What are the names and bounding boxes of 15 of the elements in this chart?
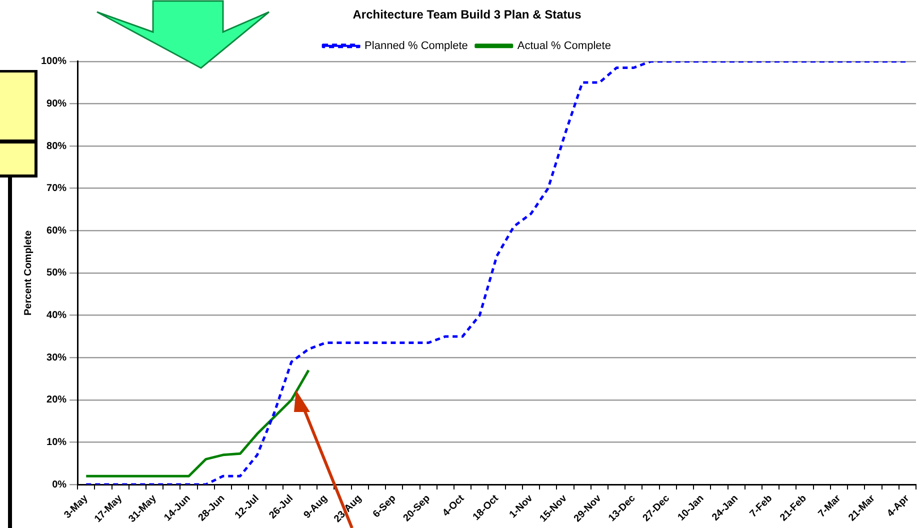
y-tick-label: 40% [46,310,67,322]
y-tick-label: 0% [52,479,67,490]
legend-label: Actual % Complete [517,40,611,52]
chart-title: Architecture Team Build 3 Plan & Status [352,8,582,22]
y-tick-label: 80% [46,140,67,152]
y-tick-label: 50% [46,268,67,279]
legend-label: Planned % Complete [364,40,468,52]
y-tick-label: 60% [46,225,67,236]
y-tick-label: 70% [46,183,67,194]
y-tick-label: 10% [46,436,67,448]
y-axis-title: Percent Complete [22,230,34,316]
y-tick-label: 30% [46,352,67,364]
y-tick-label: 100% [41,56,67,68]
y-tick-label: 20% [46,394,67,406]
y-tick-label: 90% [46,98,67,110]
